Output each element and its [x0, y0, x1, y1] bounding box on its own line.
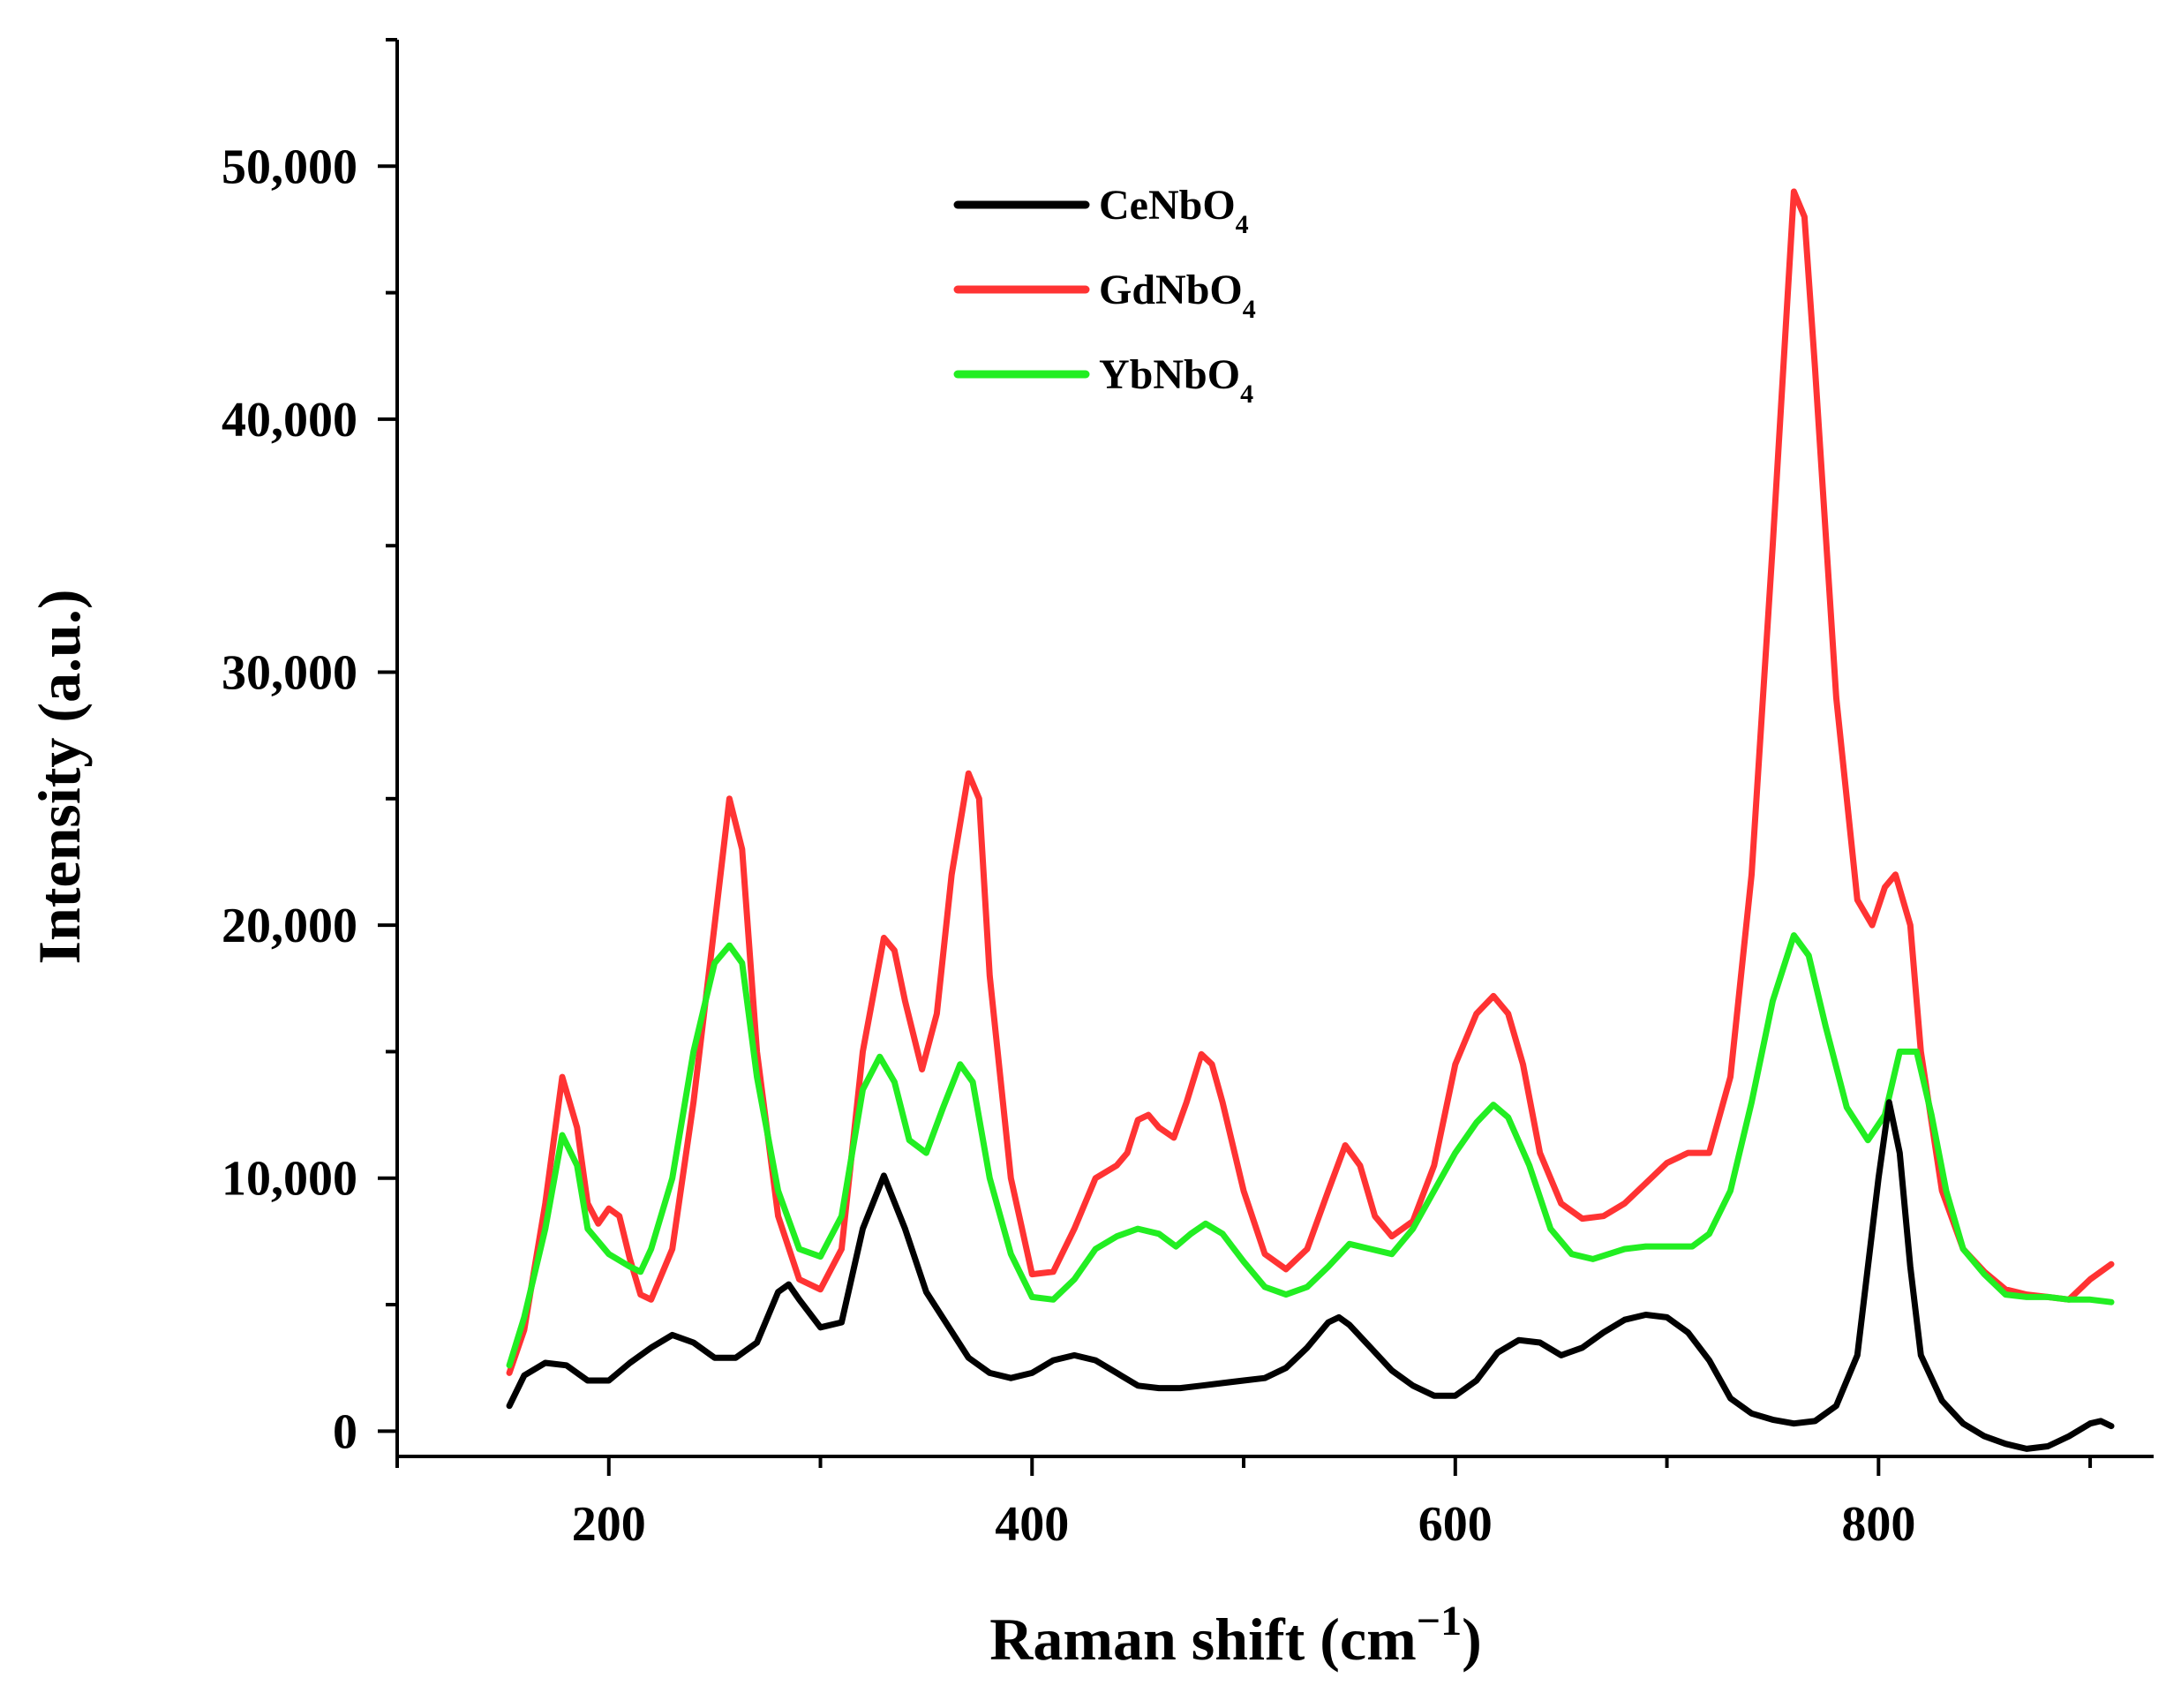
legend-label-cenbo4: CeNbO4 [1099, 182, 1249, 239]
x-axis-ticks: 200 400 600 800 [395, 1456, 2093, 1552]
series-line-cenbo4 [506, 1099, 2115, 1452]
x-tick-label: 400 [995, 1497, 1069, 1552]
legend-label-gdnbo4: GdNbO4 [1099, 267, 1256, 324]
x-axis-title-main: Raman shift (cm [989, 1606, 1417, 1673]
legend-label-subscript: 4 [1236, 210, 1249, 239]
y-axis-ticks: 0 10,000 20,000 30,000 40,000 50,000 [222, 38, 397, 1459]
y-axis-title: Intensity (a.u.) [26, 589, 93, 964]
legend-label-main: YbNbO [1099, 351, 1240, 398]
legend-label-main: GdNbO [1099, 267, 1243, 313]
legend-label-subscript: 4 [1240, 380, 1253, 409]
y-tick-label: 50,000 [222, 139, 357, 194]
x-tick-label: 200 [572, 1497, 646, 1552]
y-tick-label: 10,000 [222, 1152, 357, 1207]
series-lines [506, 188, 2115, 1452]
series-line-ybnbo4 [506, 932, 2115, 1369]
legend-label-subscript: 4 [1243, 295, 1256, 324]
legend-label-ybnbo4: YbNbO4 [1099, 351, 1253, 409]
legend-label-main: CeNbO [1099, 182, 1236, 229]
x-tick-label: 800 [1841, 1497, 1915, 1552]
y-tick-label: 30,000 [222, 646, 357, 701]
x-axis-title-superscript: −1 [1417, 1598, 1462, 1644]
series-line-gdnbo4 [506, 188, 2115, 1376]
x-axis-title: Raman shift (cm−1) [989, 1598, 1482, 1673]
x-tick-label: 600 [1418, 1497, 1493, 1552]
x-axis-title-close: ) [1462, 1606, 1482, 1673]
y-tick-label: 20,000 [222, 899, 357, 953]
axes: 0 10,000 20,000 30,000 40,000 50,000 200 400 60… [222, 38, 2154, 1552]
y-tick-label: 40,000 [222, 393, 357, 448]
y-tick-label: 0 [333, 1404, 357, 1459]
